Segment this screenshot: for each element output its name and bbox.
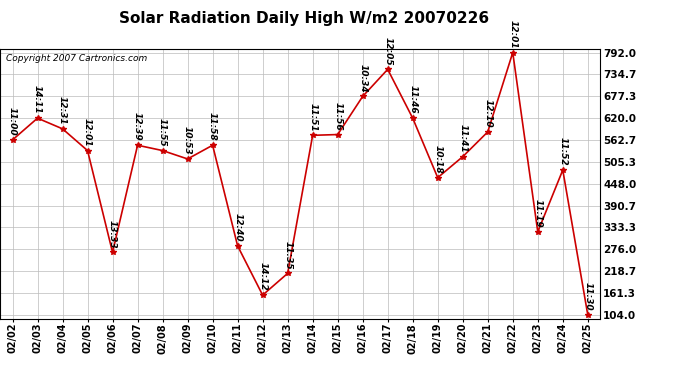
Text: 11:51: 11:51 — [308, 102, 317, 131]
Text: 12:01: 12:01 — [83, 118, 92, 146]
Text: 12:01: 12:01 — [509, 20, 518, 48]
Text: 11:41: 11:41 — [458, 124, 467, 153]
Text: 11:55: 11:55 — [158, 118, 167, 146]
Text: 14:11: 14:11 — [33, 86, 42, 114]
Text: 11:52: 11:52 — [558, 137, 567, 166]
Text: 11:56: 11:56 — [333, 102, 342, 130]
Text: 12:39: 12:39 — [133, 112, 142, 141]
Text: 10:53: 10:53 — [183, 126, 192, 155]
Text: 13:33: 13:33 — [108, 220, 117, 248]
Text: 11:19: 11:19 — [533, 199, 542, 228]
Text: 12:10: 12:10 — [483, 99, 492, 128]
Text: 11:30: 11:30 — [583, 282, 592, 311]
Text: 14:12: 14:12 — [258, 262, 267, 291]
Text: Copyright 2007 Cartronics.com: Copyright 2007 Cartronics.com — [6, 54, 147, 63]
Text: 12:31: 12:31 — [58, 96, 67, 124]
Text: 12:05: 12:05 — [383, 36, 392, 65]
Text: Solar Radiation Daily High W/m2 20070226: Solar Radiation Daily High W/m2 20070226 — [119, 11, 489, 26]
Text: 11:58: 11:58 — [208, 112, 217, 141]
Text: 11:00: 11:00 — [8, 107, 17, 136]
Text: 11:46: 11:46 — [408, 86, 417, 114]
Text: 10:34: 10:34 — [358, 64, 367, 92]
Text: 10:18: 10:18 — [433, 145, 442, 174]
Text: 11:35: 11:35 — [283, 241, 292, 269]
Text: 12:40: 12:40 — [233, 213, 242, 242]
